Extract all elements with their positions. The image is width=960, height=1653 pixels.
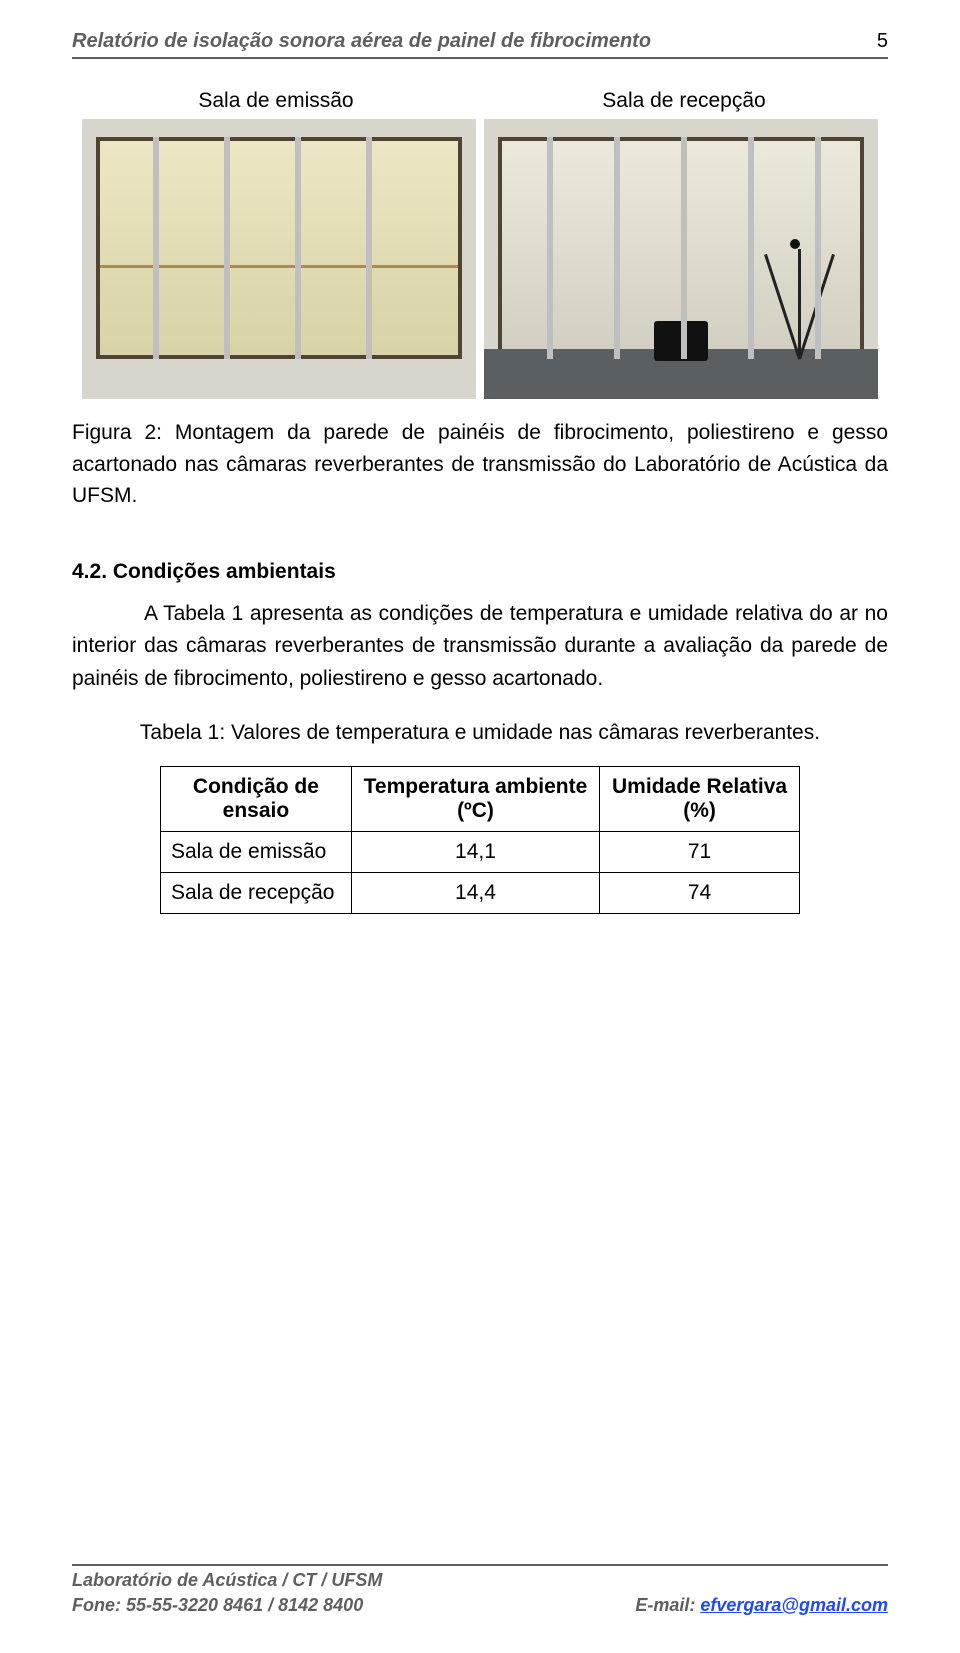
panel-stud: [153, 137, 159, 359]
page: Relatório de isolação sonora aérea de pa…: [0, 0, 960, 1653]
panel-stud: [295, 137, 301, 359]
table-cell: 71: [600, 832, 800, 873]
figure-label-left: Sala de emissão: [72, 89, 480, 113]
conditions-table: Condição de ensaio Temperatura ambiente …: [160, 766, 800, 914]
page-footer: Laboratório de Acústica / CT / UFSM Fone…: [72, 1564, 888, 1617]
figure-row: [82, 119, 878, 399]
table-cell: 14,1: [351, 832, 599, 873]
panel-stud: [748, 137, 754, 359]
table-cell: 14,4: [351, 873, 599, 914]
panel-stud: [614, 137, 620, 359]
footer-right: E-mail: efvergara@gmail.com: [635, 1593, 888, 1617]
table-col-1: Temperatura ambiente (ºC): [351, 767, 599, 832]
header-title: Relatório de isolação sonora aérea de pa…: [72, 30, 651, 53]
table-col-0: Condição de ensaio: [161, 767, 352, 832]
table-header-row: Condição de ensaio Temperatura ambiente …: [161, 767, 800, 832]
photo-reception-room: [484, 119, 878, 399]
panel-stud: [681, 137, 687, 359]
footer-email-link[interactable]: efvergara@gmail.com: [700, 1595, 888, 1615]
table-row: Sala de recepção 14,4 74: [161, 873, 800, 914]
photo-emission-room: [82, 119, 476, 399]
table-col-2: Umidade Relativa (%): [600, 767, 800, 832]
table-cell: Sala de recepção: [161, 873, 352, 914]
table-cell: 74: [600, 873, 800, 914]
footer-line2: Fone: 55-55-3220 8461 / 8142 8400: [72, 1593, 382, 1617]
figure-caption: Figura 2: Montagem da parede de painéis …: [72, 417, 888, 512]
footer-email-label: E-mail:: [635, 1595, 700, 1615]
table-caption: Tabela 1: Valores de temperatura e umida…: [72, 721, 888, 745]
panel-stud: [815, 137, 821, 359]
section-body: A Tabela 1 apresenta as condições de tem…: [72, 598, 888, 696]
table-row: Sala de emissão 14,1 71: [161, 832, 800, 873]
section-heading: 4.2. Condições ambientais: [72, 560, 888, 584]
panel-stud: [547, 137, 553, 359]
microphone-icon: [790, 239, 800, 249]
section-body-text: A Tabela 1 apresenta as condições de tem…: [72, 602, 888, 690]
header-page-number: 5: [877, 30, 888, 53]
footer-left: Laboratório de Acústica / CT / UFSM Fone…: [72, 1568, 382, 1617]
footer-line1: Laboratório de Acústica / CT / UFSM: [72, 1568, 382, 1592]
panel-stud: [366, 137, 372, 359]
page-header: Relatório de isolação sonora aérea de pa…: [72, 30, 888, 59]
figure-labels: Sala de emissão Sala de recepção: [72, 89, 888, 113]
panel-wall: [96, 137, 462, 359]
figure-label-right: Sala de recepção: [480, 89, 888, 113]
table-cell: Sala de emissão: [161, 832, 352, 873]
panel-stud: [224, 137, 230, 359]
